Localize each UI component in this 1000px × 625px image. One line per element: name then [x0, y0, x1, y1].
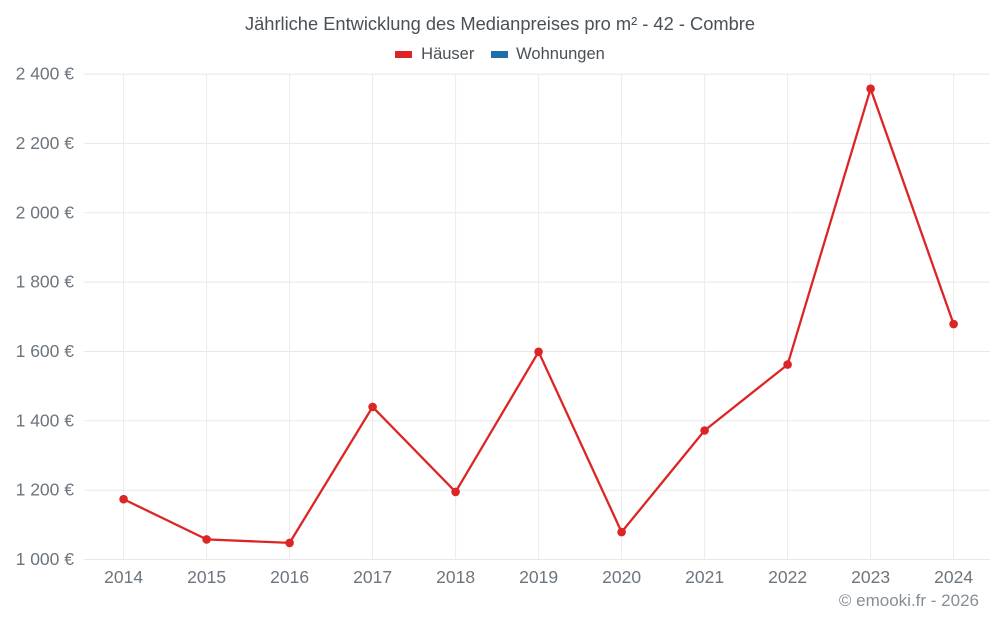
svg-text:2021: 2021: [685, 567, 724, 587]
svg-text:1 200 €: 1 200 €: [16, 480, 75, 500]
svg-text:1 400 €: 1 400 €: [16, 410, 75, 430]
svg-text:2014: 2014: [104, 567, 143, 587]
svg-text:2020: 2020: [602, 567, 641, 587]
svg-text:2 400 €: 2 400 €: [16, 64, 75, 84]
svg-text:2024: 2024: [934, 567, 973, 587]
svg-text:2 200 €: 2 200 €: [16, 133, 75, 153]
svg-text:2019: 2019: [519, 567, 558, 587]
svg-text:2017: 2017: [353, 567, 392, 587]
svg-text:2018: 2018: [436, 567, 475, 587]
svg-text:1 000 €: 1 000 €: [16, 549, 75, 569]
svg-text:2 000 €: 2 000 €: [16, 202, 75, 222]
svg-text:2022: 2022: [768, 567, 807, 587]
svg-text:2015: 2015: [187, 567, 226, 587]
svg-text:1 600 €: 1 600 €: [16, 341, 75, 361]
svg-text:2016: 2016: [270, 567, 309, 587]
svg-text:2023: 2023: [851, 567, 890, 587]
svg-text:1 800 €: 1 800 €: [16, 272, 75, 292]
